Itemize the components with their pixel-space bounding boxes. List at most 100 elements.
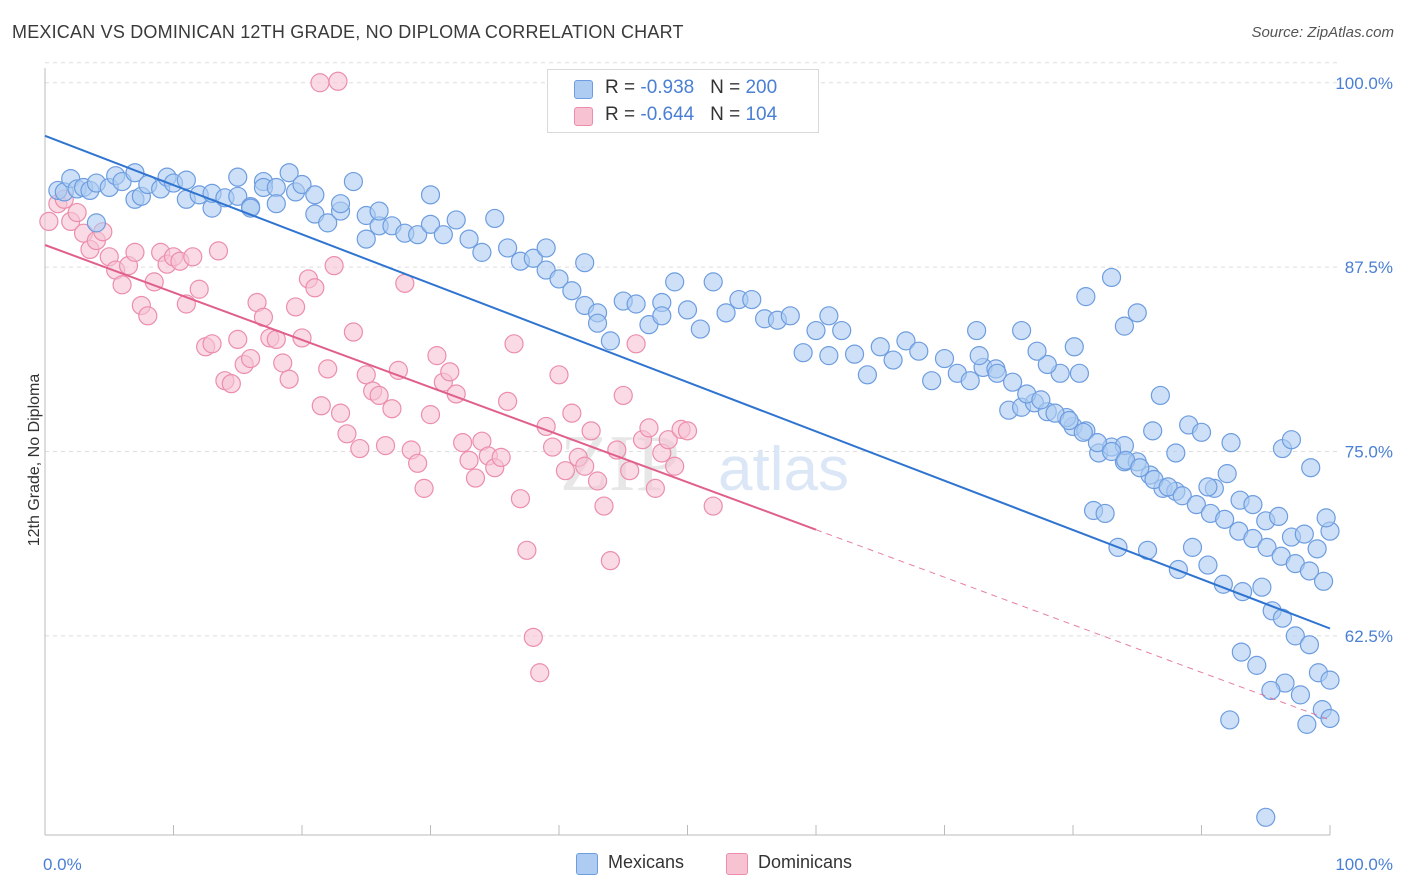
legend-r-value: -0.644 (640, 104, 695, 125)
mexicans-point (742, 289, 762, 310)
mexicans-point (1320, 670, 1340, 690)
legend-row-dominicans: R = -0.644 N = 104 (548, 102, 777, 129)
legend-row-mexicans: R = -0.938 N = 200 (548, 75, 777, 102)
legend-r-value: -0.938 (640, 77, 695, 98)
mexicans-point (870, 337, 890, 357)
dominicans-legend-swatch (726, 853, 748, 875)
dominicans-point (542, 437, 563, 457)
dominicans-point (39, 211, 59, 231)
y-tick-labels: 62.5% 75.0% 87.5% 100.0% (1335, 74, 1393, 646)
mexicans-point (1297, 714, 1317, 734)
mexicans-point (1130, 458, 1150, 478)
mexicans-point (1256, 807, 1276, 827)
dominicans-point (510, 489, 531, 509)
dominicans-point (613, 385, 633, 406)
mexicans-point (1003, 372, 1023, 392)
dominicans-point (305, 278, 325, 298)
mexicans-point (1252, 577, 1272, 597)
dominicans-point (600, 551, 621, 571)
dominicans-point (310, 73, 330, 93)
mexicans-point (266, 177, 286, 198)
mexicans-point (1299, 561, 1320, 581)
mexicans-point (1231, 642, 1251, 662)
dominicans-point (202, 334, 222, 354)
mexicans-point (922, 371, 942, 391)
dominicans-point (382, 399, 402, 419)
legend-r-label: R = (605, 77, 641, 98)
mexicans-point (844, 344, 865, 364)
mexicans-point (934, 348, 955, 369)
mexicans-point (1285, 626, 1305, 646)
dominicans-point (562, 403, 582, 423)
mexicans-point (1069, 363, 1090, 383)
legend-r-label: R = (605, 104, 641, 125)
mexicans-point (1215, 509, 1235, 529)
mexicans-legend-swatch (576, 853, 598, 875)
dominicans-point (453, 433, 473, 453)
mexicans-point (1198, 477, 1218, 497)
mexicans-point (575, 253, 595, 273)
dominicans-point (189, 279, 209, 299)
x-tick-labels: 0.0% 100.0% (43, 855, 1393, 874)
dominicans-point (328, 71, 348, 91)
dominicans-legend-label: Dominicans (758, 852, 853, 872)
mexicans-point (408, 225, 428, 245)
mexicans-point (1307, 539, 1327, 559)
mexicans-point (1101, 267, 1122, 288)
mexicans-point (292, 174, 312, 195)
mexicans-point (780, 306, 800, 326)
stats-legend: R = -0.938 N = 200 R = -0.644 N = 104 (547, 69, 819, 133)
dominicans-point (112, 275, 132, 295)
legend-n-value: 200 (745, 77, 778, 98)
axes (44, 68, 1331, 836)
mexicans-point (1027, 341, 1047, 361)
dominicans-point (138, 306, 158, 326)
mexicans-point (1031, 390, 1051, 410)
mexicans-point (549, 269, 569, 289)
dominicans-point (279, 369, 299, 389)
dominicans-point (523, 627, 543, 647)
mexicans-point (909, 341, 929, 361)
mexicans-point (1059, 410, 1079, 431)
dominicans-point (356, 365, 376, 385)
dominicans-point (318, 359, 338, 379)
mexicans-point (176, 170, 196, 190)
mexicans-point (1320, 708, 1340, 729)
mexicans-point (1221, 433, 1241, 453)
mexicans-point (857, 365, 878, 385)
dominicans-point (665, 456, 685, 476)
mexicans-point (967, 320, 987, 341)
dominicans-trend-extension (815, 529, 1331, 721)
mexicans-point (498, 238, 518, 258)
mexicans-point (1172, 486, 1192, 506)
mexicans-point (1076, 287, 1096, 307)
mexicans-point (279, 163, 299, 183)
mexicans-point (1243, 495, 1263, 515)
mexicans-point (1272, 608, 1293, 628)
mexicans-point (1243, 528, 1263, 549)
mexicans-point (1114, 316, 1135, 336)
dominicans-swatch (574, 107, 593, 126)
mexicans-point (793, 343, 813, 363)
dominicans-point (517, 540, 537, 560)
mexicans-point (433, 225, 453, 245)
mexicans-point (523, 248, 543, 268)
mexicans-point (420, 214, 441, 234)
dominicans-point (311, 396, 331, 416)
mexicans-point (369, 201, 389, 221)
dominicans-point (575, 456, 595, 476)
dominicans-point (414, 478, 434, 498)
mexicans-point (536, 238, 556, 258)
y-axis-label: 12th Grade, No Diploma (26, 374, 43, 547)
mexicans-point (459, 229, 479, 249)
mexicans-point (1316, 508, 1336, 528)
mexicans-point (896, 331, 916, 351)
mexicans-point (1281, 430, 1302, 450)
dominicans-point (440, 362, 460, 382)
dominicans-point (183, 247, 203, 267)
y-tick-label: 62.5% (1345, 627, 1393, 646)
watermark-atlas: atlas (718, 435, 849, 504)
dominicans-point (626, 334, 646, 354)
mexicans-points (48, 163, 1340, 827)
mexicans-point (677, 300, 698, 320)
